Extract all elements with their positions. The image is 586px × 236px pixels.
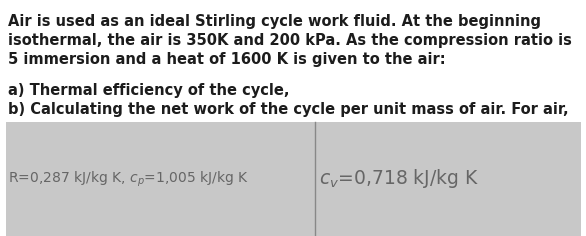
Text: a) Thermal efficiency of the cycle,: a) Thermal efficiency of the cycle, xyxy=(8,83,289,98)
Text: 5 immersion and a heat of 1600 K is given to the air:: 5 immersion and a heat of 1600 K is give… xyxy=(8,52,445,67)
Text: isothermal, the air is 350K and 200 kPa. As the compression ratio is: isothermal, the air is 350K and 200 kPa.… xyxy=(8,33,572,48)
Bar xyxy=(6,122,581,236)
Text: b) Calculating the net work of the cycle per unit mass of air. For air,: b) Calculating the net work of the cycle… xyxy=(8,102,568,117)
Text: R=0,287 kJ/kg K, $\mathit{c}_p$=1,005 kJ/kg K: R=0,287 kJ/kg K, $\mathit{c}_p$=1,005 kJ… xyxy=(8,169,248,189)
Text: $\mathit{c}_v$=0,718 kJ/kg K: $\mathit{c}_v$=0,718 kJ/kg K xyxy=(319,168,479,190)
Text: Air is used as an ideal Stirling cycle work fluid. At the beginning: Air is used as an ideal Stirling cycle w… xyxy=(8,14,541,29)
